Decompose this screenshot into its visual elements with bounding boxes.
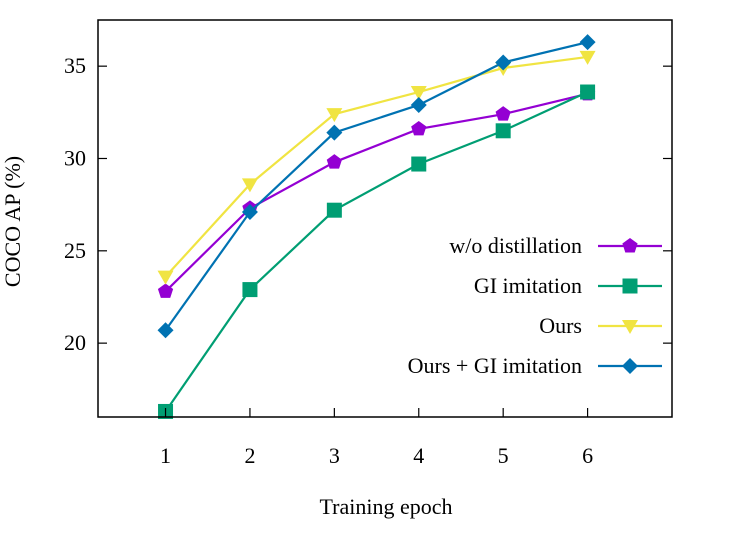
data-point (410, 96, 427, 113)
data-point (410, 86, 427, 101)
legend-label: Ours (539, 313, 582, 338)
series-line (164, 55, 588, 278)
data-point (580, 84, 596, 100)
data-point (326, 108, 343, 123)
data-point (495, 54, 512, 71)
plot-area (157, 34, 596, 419)
data-point (579, 34, 596, 51)
series-gi-imitation (158, 84, 596, 419)
legend-marker (622, 358, 638, 374)
legend: w/o distillation GI imitation Ours Ours + G… (408, 233, 662, 378)
legend-label: Ours + GI imitation (408, 353, 582, 378)
data-point (157, 322, 174, 339)
x-tick-label: 4 (413, 443, 424, 468)
legend-entry: GI imitation (474, 273, 662, 298)
x-axis-title: Training epoch (319, 494, 452, 519)
y-tick-label: 30 (64, 145, 86, 170)
plot-frame (97, 19, 673, 418)
data-point (241, 204, 258, 221)
legend-label: GI imitation (474, 273, 582, 298)
data-point (157, 283, 174, 298)
legend-marker (622, 320, 638, 334)
data-point (157, 270, 174, 285)
y-tick-label: 25 (64, 238, 86, 263)
x-tick-label: 5 (498, 443, 509, 468)
data-point (411, 156, 427, 172)
axes: 1 2 3 4 5 6 20 25 30 35 (64, 53, 672, 468)
data-point (495, 123, 511, 139)
legend-entry: w/o distillation (449, 233, 662, 258)
data-point (326, 154, 342, 169)
legend-marker (622, 238, 638, 253)
data-point (326, 124, 343, 141)
legend-entry: Ours (539, 313, 662, 338)
series-ours-gi-imitation (157, 34, 596, 339)
data-point (579, 50, 596, 65)
series-ours (157, 50, 596, 285)
data-point (495, 106, 511, 121)
y-tick-label: 35 (64, 53, 86, 78)
data-point (242, 282, 258, 298)
series-line (164, 41, 588, 331)
series-line (164, 92, 588, 293)
data-point (326, 202, 342, 218)
y-tick-label: 20 (64, 330, 86, 355)
x-tick-label: 1 (160, 443, 171, 468)
legend-marker (622, 278, 638, 294)
legend-entry: Ours + GI imitation (408, 353, 662, 378)
x-tick-label: 3 (329, 443, 340, 468)
x-tick-label: 6 (582, 443, 593, 468)
x-tick-label: 2 (244, 443, 255, 468)
data-point (411, 120, 427, 136)
legend-label: w/o distillation (449, 233, 582, 258)
data-point (241, 178, 258, 193)
series-line (164, 91, 589, 413)
y-axis-title: COCO AP (%) (0, 156, 25, 287)
